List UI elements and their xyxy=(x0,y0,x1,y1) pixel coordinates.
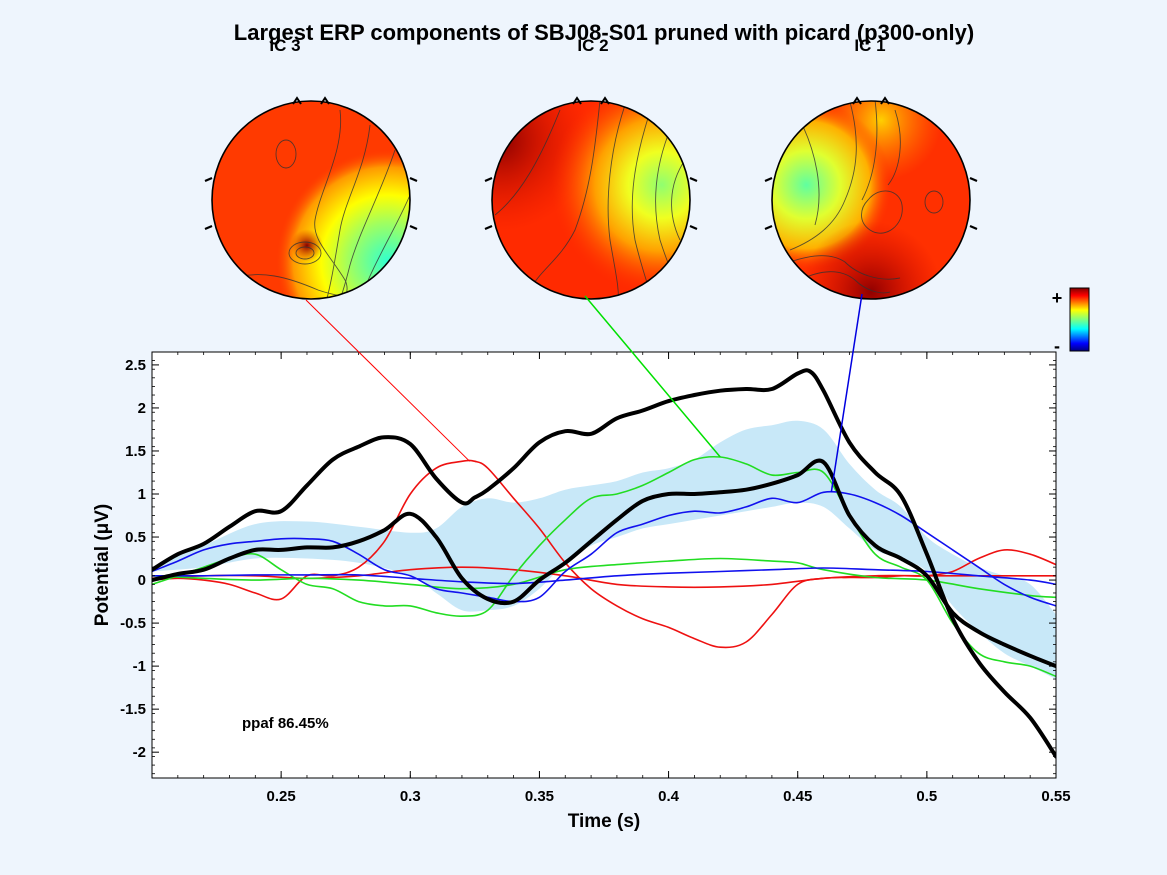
ic2-label: IC 2 xyxy=(577,36,608,55)
connector-ic2 xyxy=(584,295,721,458)
series-line-0 xyxy=(152,368,1056,759)
plot-area: 0.25 0.3 0.35 0.4 0.45 0.5 0.55 2.5 2 1.5 1 0.5 0 -0… xyxy=(120,351,1071,805)
scalp-map-ic2: IC 2 xyxy=(484,36,698,300)
scalp-map-ic3: IC 3 xyxy=(204,36,418,300)
series-line-7 xyxy=(152,567,1056,586)
series-layer xyxy=(152,368,1056,759)
colorbar-plus: + xyxy=(1052,288,1063,308)
y-tick-label: 0 xyxy=(138,572,146,589)
y-tick-label: 1 xyxy=(138,486,146,503)
x-tick-label: 0.25 xyxy=(267,788,296,805)
series-line-4 xyxy=(152,455,1056,678)
y-axis-label: Potential (μV) xyxy=(92,504,113,626)
colorbar-minus: - xyxy=(1054,336,1060,356)
x-tick-label: 0.55 xyxy=(1041,788,1070,805)
connector-lines xyxy=(305,293,863,493)
x-tick-label: 0.5 xyxy=(916,788,937,805)
y-tick-label: -0.5 xyxy=(120,615,146,632)
y-axis-ticks: 2.5 2 1.5 1 0.5 0 -0.5 -1 -1.5 -2 xyxy=(120,357,1056,775)
ppaf-annotation: ppaf 86.45% xyxy=(242,715,329,732)
axes-frame xyxy=(151,351,1057,779)
x-tick-label: 0.45 xyxy=(783,788,812,805)
band-area xyxy=(152,420,1056,679)
series-line-1 xyxy=(152,458,1056,669)
y-tick-label: 2.5 xyxy=(125,357,146,374)
figure-title: Largest ERP components of SBJ08-S01 prun… xyxy=(234,20,974,45)
scalp-map-ic1: IC 1 xyxy=(764,36,978,300)
connector-ic1 xyxy=(830,293,863,493)
x-axis-ticks: 0.25 0.3 0.35 0.4 0.45 0.5 0.55 xyxy=(177,352,1071,805)
x-tick-label: 0.4 xyxy=(658,788,680,805)
connector-ic3 xyxy=(305,299,471,462)
y-tick-label: -1 xyxy=(133,658,146,675)
y-tick-label: 2 xyxy=(138,400,146,417)
x-tick-label: 0.3 xyxy=(400,788,421,805)
y-tick-label: 0.5 xyxy=(125,529,146,546)
colorbar: + - xyxy=(1052,287,1090,356)
y-tick-label: 1.5 xyxy=(125,443,146,460)
series-line-5 xyxy=(152,557,1056,599)
confidence-band xyxy=(152,420,1056,679)
ic1-label: IC 1 xyxy=(854,36,885,55)
y-tick-label: -1.5 xyxy=(120,701,146,718)
ic3-label: IC 3 xyxy=(269,36,300,55)
y-tick-label: -2 xyxy=(133,744,146,761)
x-tick-label: 0.35 xyxy=(525,788,554,805)
series-line-6 xyxy=(152,490,1056,607)
x-axis-label: Time (s) xyxy=(568,811,641,832)
